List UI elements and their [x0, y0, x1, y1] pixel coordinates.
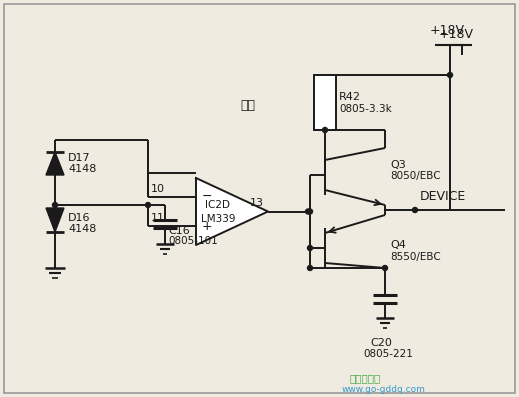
Bar [314, 75, 336, 130]
Text: C16: C16 [168, 226, 190, 236]
Text: 广电电器网: 广电电器网 [350, 373, 381, 383]
Text: R42: R42 [339, 93, 361, 102]
Text: C20: C20 [370, 338, 392, 348]
Circle shape [447, 73, 453, 77]
Text: www.go-gddq.com: www.go-gddq.com [342, 385, 426, 393]
Text: −: − [202, 190, 212, 203]
Text: +18V: +18V [430, 23, 465, 37]
Text: IC2D: IC2D [206, 200, 230, 210]
Text: D17: D17 [68, 153, 91, 163]
Text: DEVICE: DEVICE [420, 191, 466, 204]
Text: Q4: Q4 [390, 240, 406, 250]
Circle shape [306, 209, 310, 214]
Text: 0805-3.3k: 0805-3.3k [339, 104, 392, 114]
Text: 4148: 4148 [68, 164, 97, 174]
Text: 8550/EBC: 8550/EBC [390, 252, 441, 262]
Text: 0805-101: 0805-101 [168, 236, 218, 246]
Circle shape [52, 202, 58, 208]
Polygon shape [46, 152, 64, 175]
Text: Q3: Q3 [390, 160, 406, 170]
Text: D16: D16 [68, 213, 90, 223]
Text: 10: 10 [151, 184, 165, 194]
Text: 驱动: 驱动 [240, 99, 255, 112]
Text: LM339: LM339 [201, 214, 235, 224]
Text: 0805-221: 0805-221 [363, 349, 413, 359]
Text: 8050/EBC: 8050/EBC [390, 171, 441, 181]
Text: 4148: 4148 [68, 224, 97, 234]
Circle shape [307, 266, 312, 270]
Circle shape [383, 266, 388, 270]
Circle shape [307, 209, 312, 214]
FancyBboxPatch shape [4, 4, 515, 393]
Circle shape [322, 127, 327, 133]
Circle shape [307, 245, 312, 251]
Text: 11: 11 [151, 213, 165, 223]
Text: +: + [202, 220, 213, 233]
Text: +18V: +18V [439, 29, 474, 42]
Polygon shape [46, 208, 64, 232]
Text: 13: 13 [250, 198, 264, 208]
Polygon shape [196, 178, 268, 245]
Circle shape [413, 208, 417, 212]
Circle shape [145, 202, 151, 208]
